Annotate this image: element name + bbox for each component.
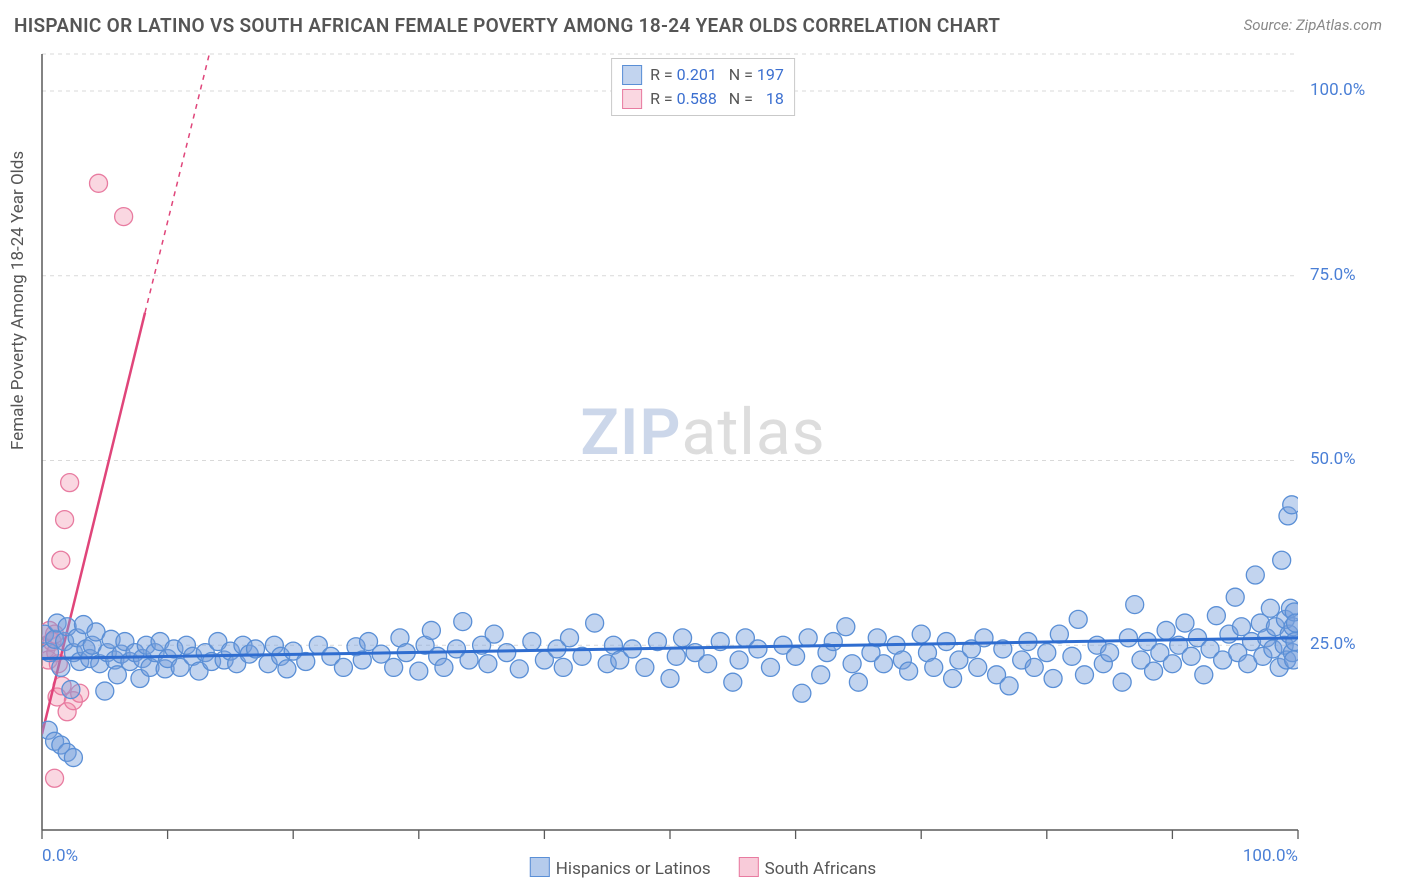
legend-label: South Africans — [765, 859, 877, 879]
legend-swatch — [739, 857, 759, 877]
y-tick-label: 75.0% — [1310, 265, 1356, 285]
chart-container: HISPANIC OR LATINO VS SOUTH AFRICAN FEMA… — [0, 0, 1406, 892]
legend-swatch — [622, 65, 642, 85]
legend-stats: R = 0.201 N = 197 — [650, 63, 784, 87]
legend-top-row: R = 0.201 N = 197 — [622, 63, 784, 87]
legend-bottom-item: South Africans — [739, 857, 877, 879]
series-legend: Hispanics or Latinos South Africans — [530, 857, 876, 879]
legend-label: Hispanics or Latinos — [556, 859, 711, 879]
x-tick-label: 0.0% — [42, 846, 78, 866]
legend-bottom-item: Hispanics or Latinos — [530, 857, 711, 879]
legend-stats: R = 0.588 N = 18 — [650, 87, 784, 111]
chart-svg — [0, 0, 1406, 892]
x-tick-label: 100.0% — [1243, 846, 1298, 866]
y-tick-label: 100.0% — [1310, 80, 1365, 100]
legend-top-row: R = 0.588 N = 18 — [622, 87, 784, 111]
y-tick-label: 50.0% — [1310, 449, 1356, 469]
legend-swatch — [530, 857, 550, 877]
y-tick-label: 25.0% — [1310, 634, 1356, 654]
correlation-legend: R = 0.201 N = 197R = 0.588 N = 18 — [611, 58, 795, 116]
legend-swatch — [622, 89, 642, 109]
